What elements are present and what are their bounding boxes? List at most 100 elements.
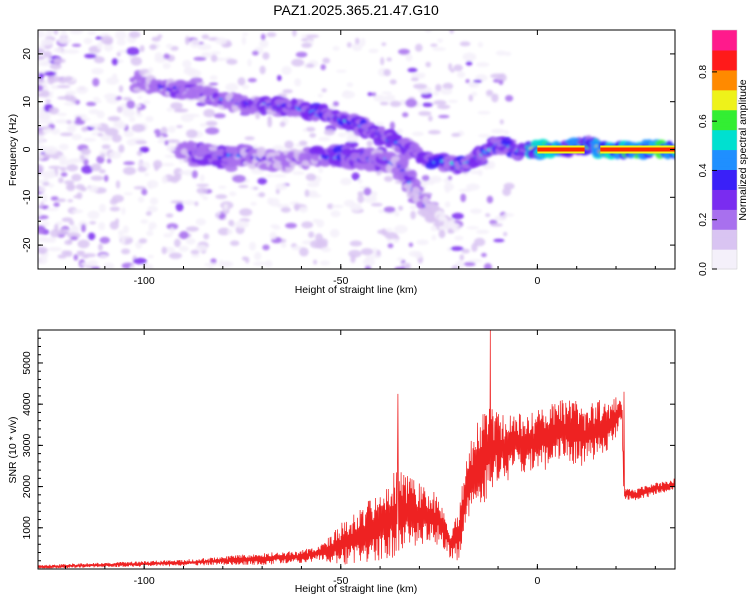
noise-cell <box>164 154 176 158</box>
noise-cell <box>419 179 430 187</box>
noise-cell <box>495 50 507 56</box>
noise-cell <box>210 258 217 264</box>
noise-cell <box>301 221 314 229</box>
noise-cell <box>392 238 400 244</box>
noise-cell <box>87 31 97 35</box>
noise-cell <box>329 228 340 238</box>
noise-cell <box>386 57 392 62</box>
noise-cell <box>193 56 207 61</box>
noise-cell <box>99 203 106 213</box>
noise-cell <box>428 180 435 185</box>
noise-cell <box>504 130 509 135</box>
noise-cell <box>136 108 141 114</box>
noise-cell <box>64 180 75 185</box>
noise-cell <box>262 244 270 251</box>
secondary-branch-halo <box>215 160 224 169</box>
colorbar-cell <box>712 181 737 186</box>
noise-cell <box>227 229 233 235</box>
ridge-band-core <box>537 147 585 152</box>
colorbar-cell <box>712 129 737 135</box>
noise-cell <box>116 106 123 113</box>
noise-cell <box>305 126 316 132</box>
noise-cell <box>48 236 57 243</box>
noise-cell <box>62 160 71 166</box>
noise-cell <box>71 173 82 182</box>
noise-cell <box>203 109 216 118</box>
noise-cell <box>88 109 100 115</box>
colorbar-cell <box>712 265 737 270</box>
colorbar-cell <box>712 133 737 139</box>
noise-cell <box>371 191 378 198</box>
noise-cell <box>404 263 411 269</box>
noise-cell <box>42 181 50 186</box>
colorbar-cell <box>712 221 737 226</box>
noise-cell <box>41 205 49 210</box>
colorbar-cell <box>712 105 737 111</box>
noise-cell <box>448 63 453 71</box>
noise-cell <box>92 97 100 101</box>
noise-cell <box>123 166 136 175</box>
secondary-branch-halo <box>448 219 456 229</box>
noise-cell <box>226 58 238 65</box>
noise-cell <box>319 260 330 266</box>
noise-cell <box>136 150 143 156</box>
noise-cell <box>416 75 426 79</box>
noise-cell <box>208 82 219 86</box>
noise-cell <box>272 174 287 178</box>
noise-cell <box>63 102 76 106</box>
noise-cell <box>205 127 220 135</box>
noise-cell <box>384 94 396 102</box>
noise-cell <box>163 53 170 60</box>
noise-cell <box>38 30 46 38</box>
noise-cell <box>147 205 158 213</box>
noise-cell <box>70 236 79 241</box>
colorbar-cell <box>712 45 737 51</box>
noise-cell <box>69 30 84 35</box>
noise-cell <box>494 215 507 222</box>
colorbar-tick-label: 0.4 <box>698 163 709 177</box>
noise-cell <box>161 246 167 255</box>
noise-cell <box>459 254 465 261</box>
noise-cell <box>407 67 418 73</box>
noise-cell <box>67 184 75 189</box>
snr-frame <box>37 329 676 570</box>
noise-cell <box>70 96 77 103</box>
noise-cell <box>485 213 491 218</box>
noise-cell <box>201 34 210 40</box>
noise-cell <box>440 88 453 95</box>
colorbar-label: Normalized spectral amplitude <box>737 79 749 220</box>
noise-cell <box>422 102 433 108</box>
noise-cell <box>111 58 119 66</box>
noise-cell <box>83 37 93 45</box>
noise-cell <box>308 231 315 238</box>
noise-cell <box>299 247 309 257</box>
colorbar-cell <box>712 81 737 87</box>
noise-cell <box>126 47 140 56</box>
colorbar-cell <box>712 61 737 67</box>
noise-cell <box>138 238 148 244</box>
colorbar-cell <box>712 229 737 234</box>
noise-cell <box>431 234 437 241</box>
noise-cell <box>373 94 386 102</box>
colorbar-tick-label: 0.8 <box>698 65 709 79</box>
noise-cell <box>81 148 91 155</box>
noise-cell <box>166 144 176 152</box>
noise-cell <box>118 85 124 93</box>
noise-cell <box>38 78 45 84</box>
noise-cell <box>38 179 42 184</box>
noise-cell <box>154 129 161 135</box>
noise-cell <box>340 177 352 186</box>
spectrogram-y-tick-label: -20 <box>21 237 33 252</box>
noise-cell <box>187 69 202 78</box>
noise-cell <box>463 262 476 267</box>
noise-cell <box>121 248 131 255</box>
noise-cell <box>218 213 225 220</box>
secondary-branch-halo <box>438 225 452 230</box>
noise-cell <box>251 168 264 175</box>
noise-cell <box>424 30 432 33</box>
noise-cell <box>41 193 48 203</box>
noise-cell <box>185 36 190 45</box>
noise-cell <box>228 219 235 227</box>
secondary-branch-halo <box>227 159 239 165</box>
noise-cell <box>111 134 122 143</box>
